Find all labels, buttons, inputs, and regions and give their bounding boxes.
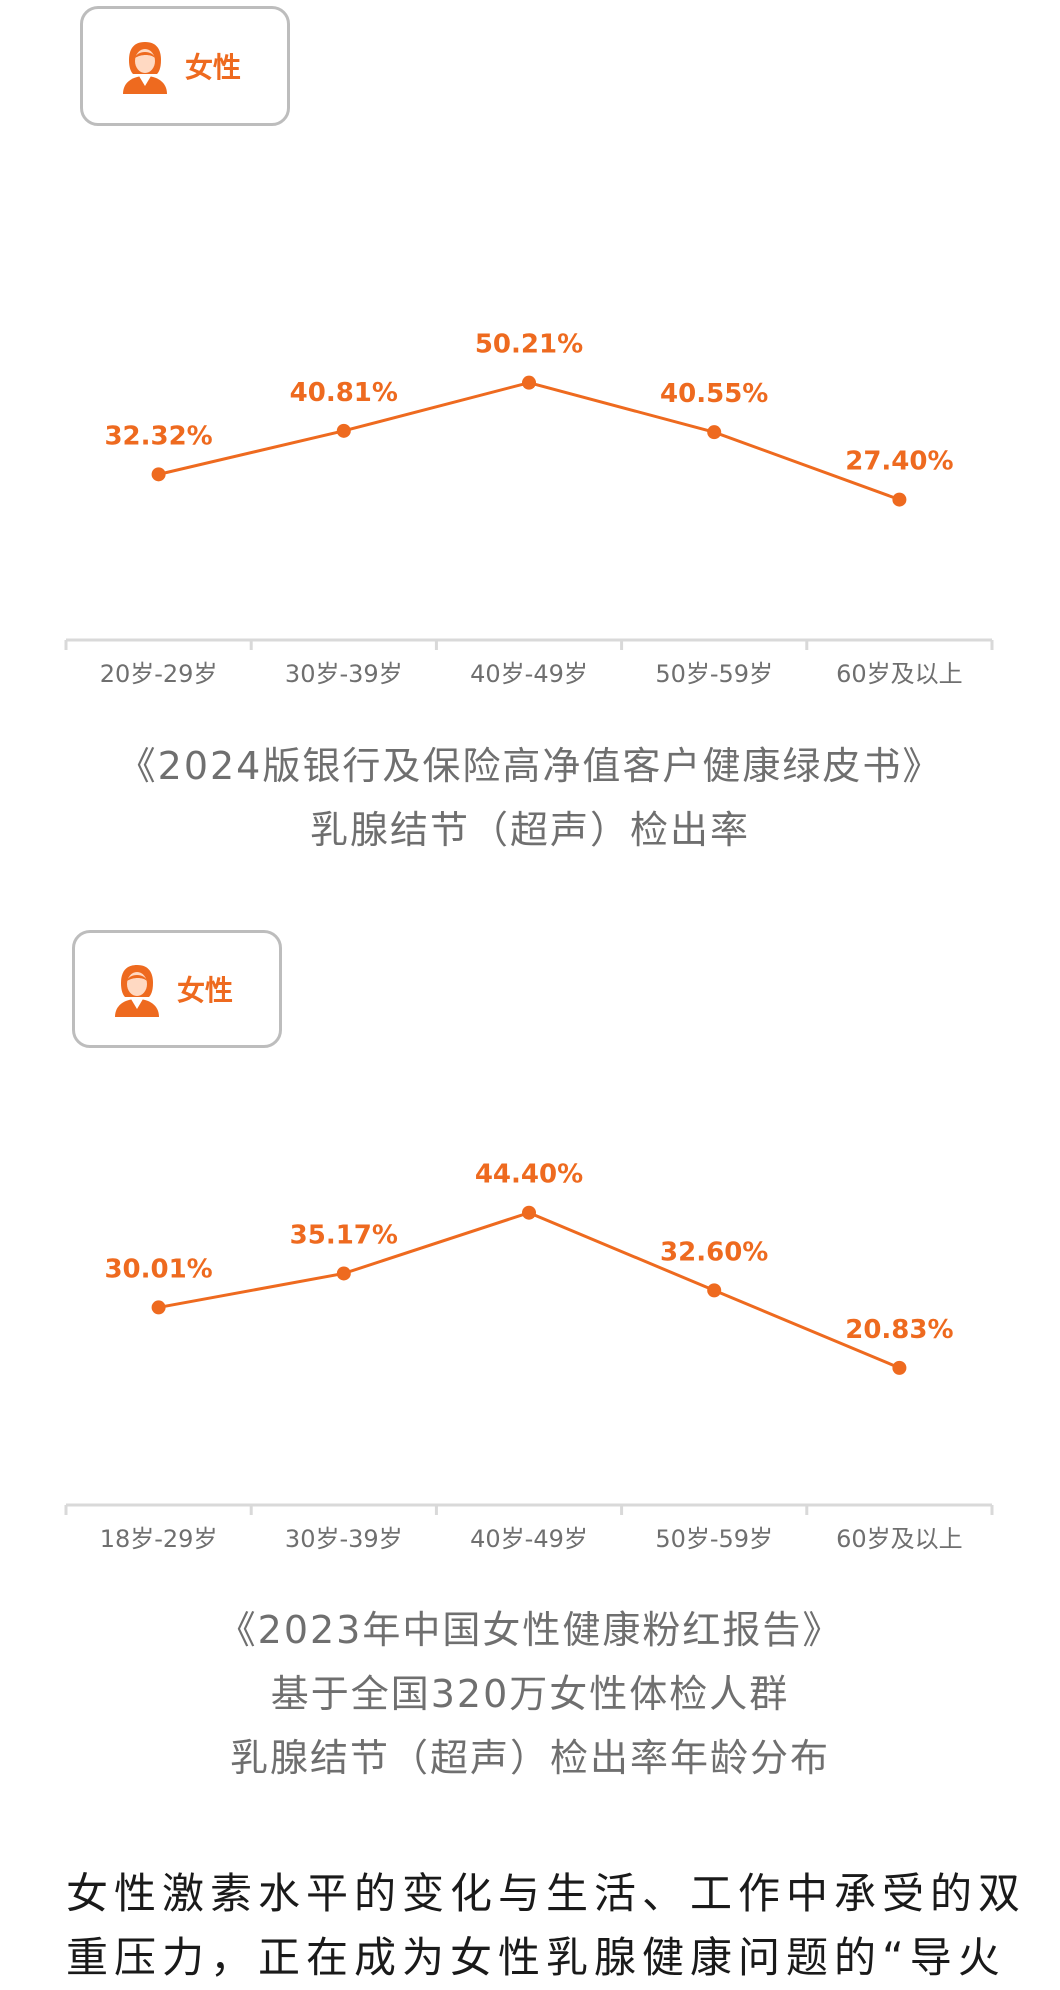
- body-line: 重压力，正在成为女性乳腺健康问题的“导火: [66, 1933, 1006, 1982]
- caption-line: 《2023年中国女性健康粉红报告》: [217, 1608, 843, 1652]
- caption-line: 乳腺结节（超声）检出率: [309, 808, 750, 852]
- x-tick-label: 40岁-49岁: [470, 660, 588, 688]
- caption-line: 《2024版银行及保险高净值客户健康绿皮书》: [117, 744, 943, 788]
- badge-label: 女性: [185, 51, 242, 84]
- data-point: [151, 1300, 166, 1315]
- series-line: [158, 381, 900, 501]
- x-tick-label: 60岁及以上: [836, 1525, 963, 1553]
- gender-badge-2: 女性: [72, 930, 282, 1048]
- x-tick-label: 50岁-59岁: [655, 1525, 773, 1553]
- data-point: [707, 1283, 722, 1298]
- woman-avatar-icon: [123, 42, 167, 94]
- article-body-text: 女性激素水平的变化与生活、工作中承受的双 重压力，正在成为女性乳腺健康问题的“导…: [66, 1862, 1027, 1990]
- badge-label: 女性: [177, 974, 234, 1007]
- x-tick-label: 40岁-49岁: [470, 1525, 588, 1553]
- x-tick-label: 20岁-29岁: [100, 660, 218, 688]
- data-label: 27.40%: [845, 447, 953, 477]
- gender-badge-1: 女性: [80, 6, 290, 126]
- data-point: [336, 423, 351, 438]
- data-point: [892, 492, 907, 507]
- data-label: 30.01%: [104, 1254, 212, 1284]
- data-label: 50.21%: [475, 330, 583, 360]
- series-line: [158, 1211, 900, 1370]
- data-point: [336, 1266, 351, 1281]
- caption-line: 基于全国320万女性体检人群: [270, 1672, 790, 1716]
- x-tick-label: 30岁-39岁: [285, 660, 403, 688]
- x-tick-label: 50岁-59岁: [655, 660, 773, 688]
- data-point: [151, 467, 166, 482]
- data-point: [522, 1205, 536, 1220]
- data-point: [892, 1360, 907, 1375]
- data-label: 20.83%: [845, 1315, 953, 1345]
- data-label: 44.40%: [475, 1160, 583, 1190]
- data-label: 32.32%: [104, 421, 212, 451]
- caption-line: 乳腺结节（超声）检出率年龄分布: [229, 1736, 830, 1780]
- x-tick-label: 30岁-39岁: [285, 1525, 403, 1553]
- data-point: [707, 425, 722, 440]
- data-label: 32.60%: [660, 1237, 768, 1267]
- line-chart-1: 20岁-29岁 30岁-39岁 40岁-49岁 50岁-59岁 60岁及以上 32.32%…: [64, 330, 994, 688]
- data-label: 40.81%: [290, 378, 398, 408]
- woman-avatar-icon: [115, 965, 159, 1017]
- body-line: 女性激素水平的变化与生活、工作中承受的双: [66, 1869, 1027, 1918]
- data-point: [522, 375, 536, 390]
- chart-caption-2: 《2023年中国女性健康粉红报告》 基于全国320万女性体检人群 乳腺结节（超声…: [0, 1598, 1060, 1790]
- chart-caption-1: 《2024版银行及保险高净值客户健康绿皮书》 乳腺结节（超声）检出率: [0, 734, 1060, 862]
- line-chart-2: 18岁-29岁 30岁-39岁 40岁-49岁 50岁-59岁 60岁及以上 30.01%…: [64, 1160, 994, 1553]
- data-label: 35.17%: [290, 1220, 398, 1250]
- data-label: 40.55%: [660, 379, 768, 409]
- x-tick-label: 60岁及以上: [836, 660, 963, 688]
- x-tick-label: 18岁-29岁: [100, 1525, 218, 1553]
